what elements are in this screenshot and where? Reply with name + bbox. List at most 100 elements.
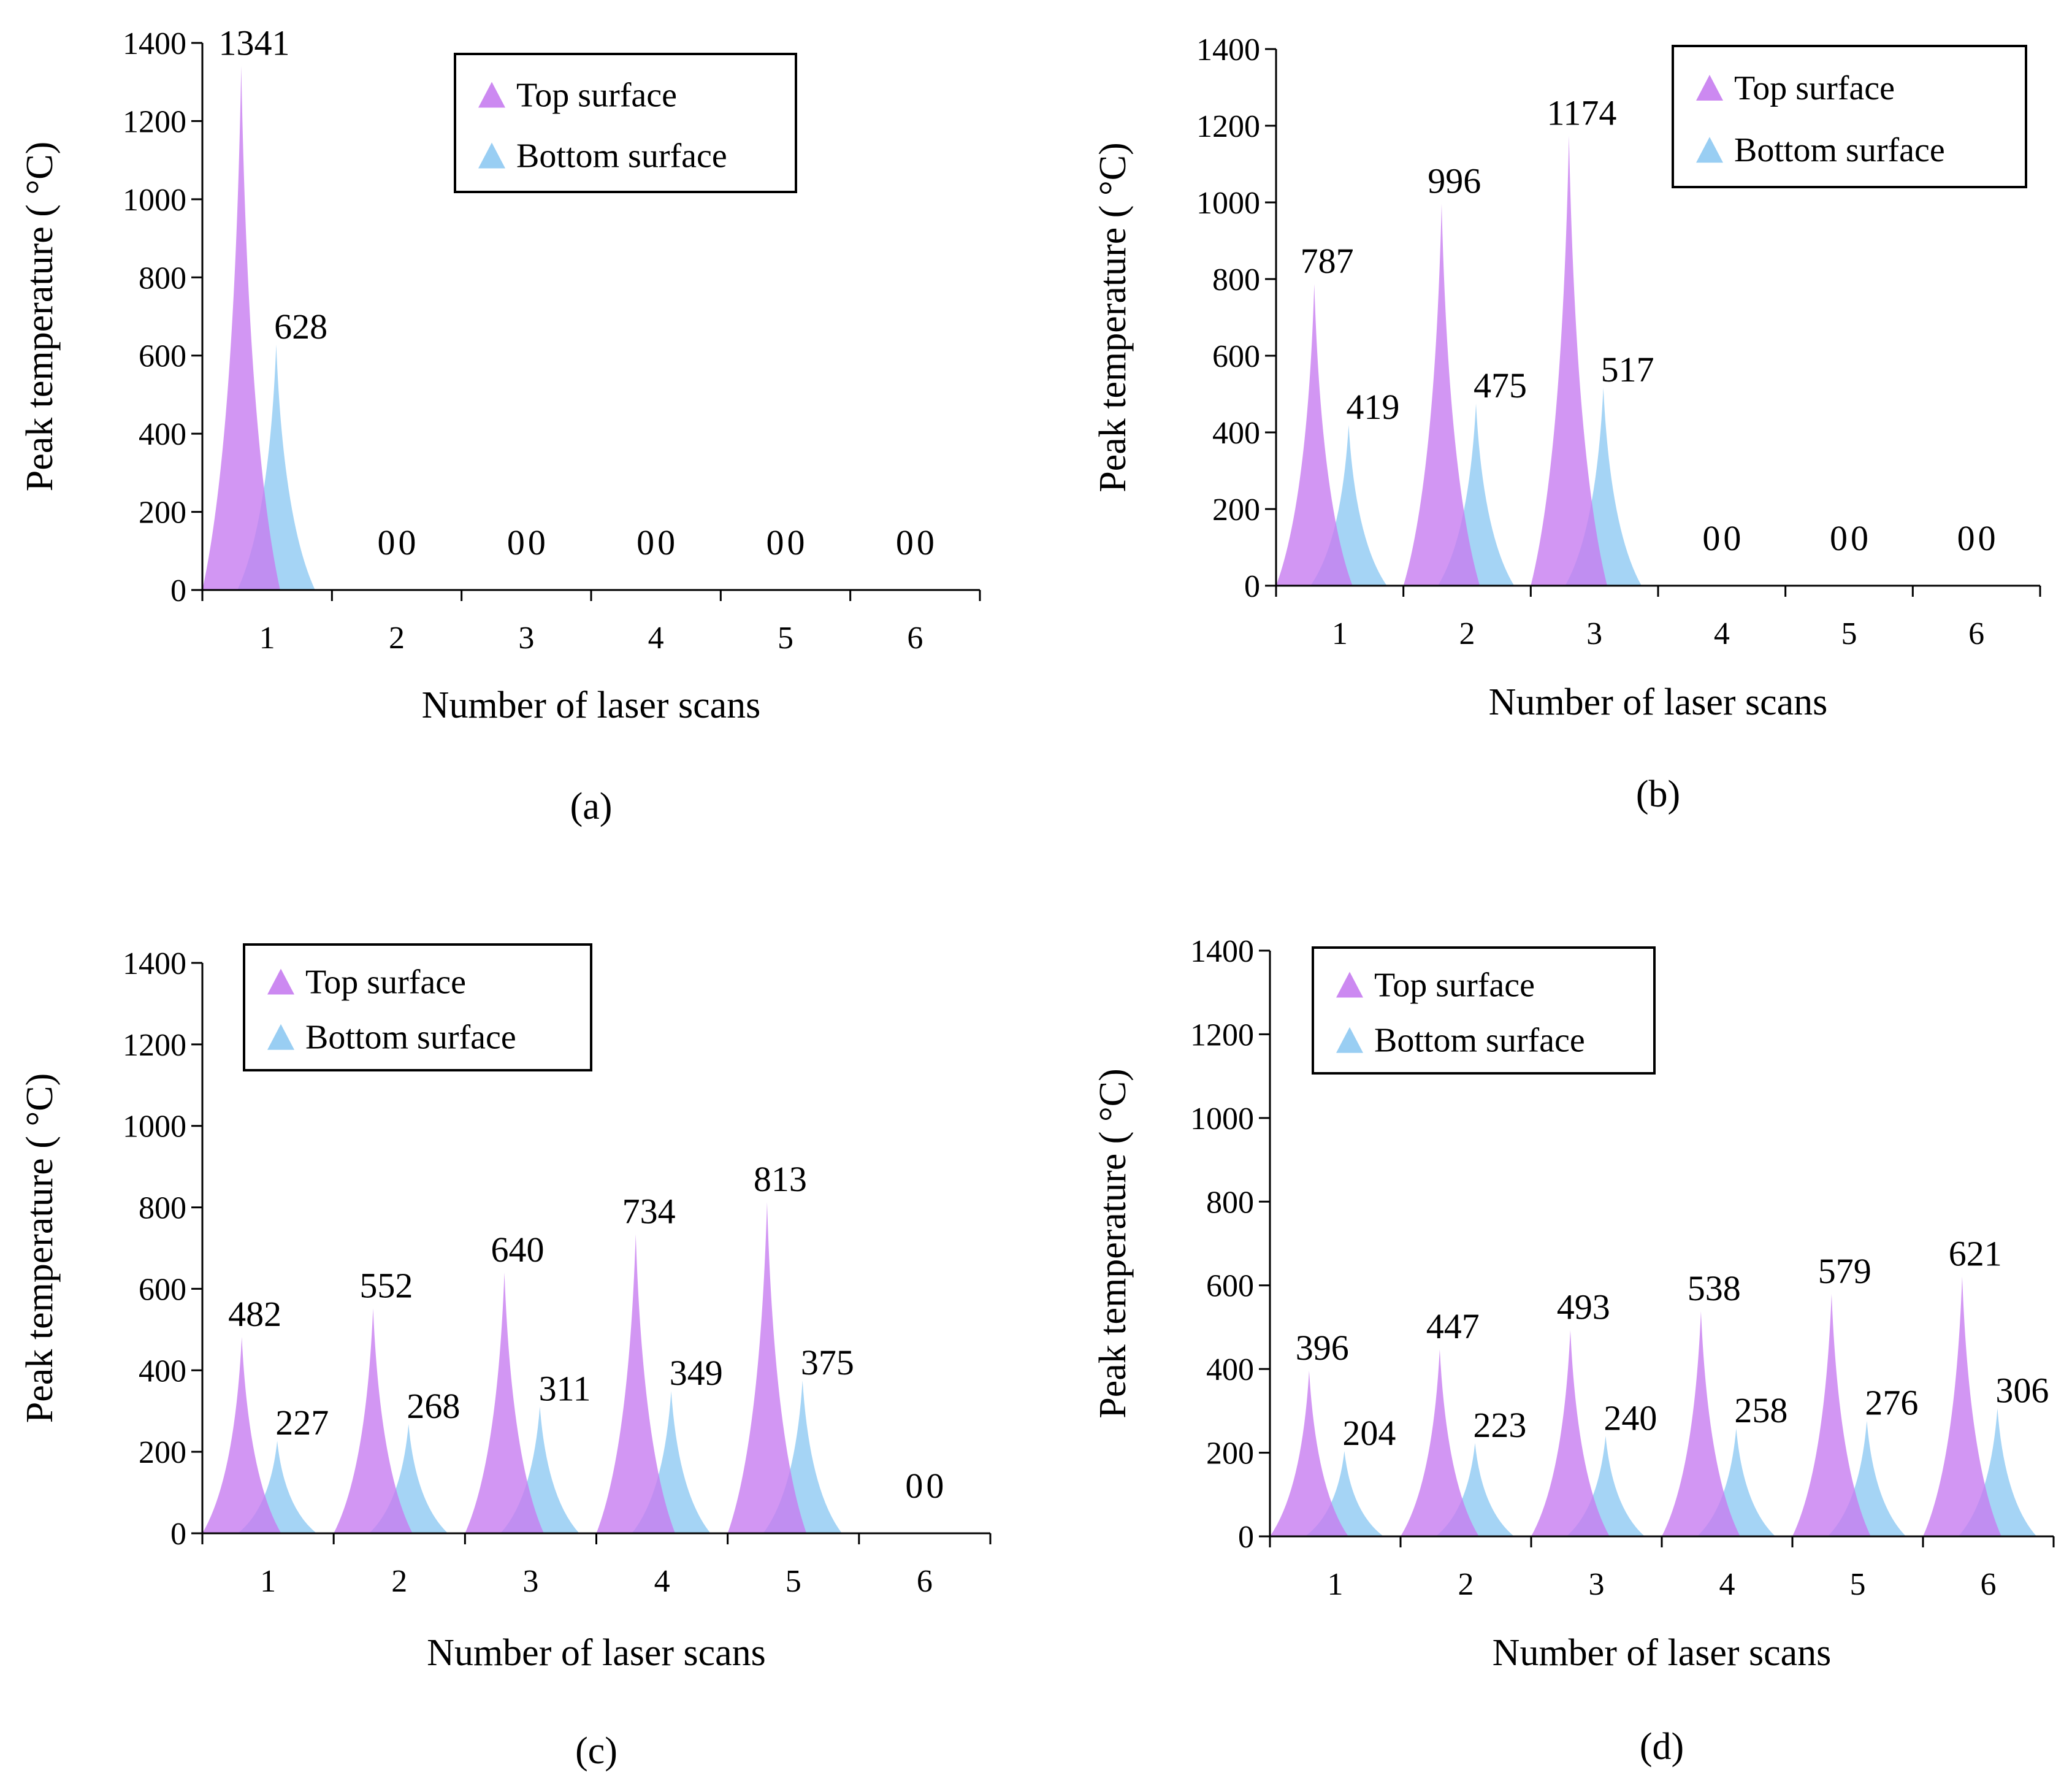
- bottom-surface-value-label: 306: [1995, 1370, 2049, 1410]
- top-surface-value-label: 0: [766, 523, 784, 562]
- top-surface-value-label: 0: [1830, 518, 1848, 558]
- top-surface-value-label: 538: [1688, 1268, 1741, 1308]
- top-surface-spike-1: [202, 66, 280, 590]
- top-surface-spike-5: [1792, 1294, 1871, 1536]
- legend-box: [243, 943, 592, 1071]
- legend-marker-bottom-surface: [1696, 137, 1723, 163]
- top-surface-value-label: 552: [359, 1265, 413, 1305]
- x-tick-label: 2: [1458, 1567, 1474, 1602]
- top-surface-value-label: 0: [1702, 518, 1720, 558]
- y-tick-label: 600: [139, 339, 186, 374]
- chart-panel-4: 0 200 400 600 800 1000 1200 1400 1 2 3 4 5 6 396 204 447…: [1092, 934, 2055, 1768]
- x-axis-title: Number of laser scans: [427, 1632, 766, 1674]
- bottom-surface-value-label: 223: [1473, 1405, 1526, 1445]
- x-tick-label: 6: [907, 621, 923, 656]
- x-tick-label: 2: [391, 1564, 407, 1599]
- top-surface-value-label: 1341: [219, 23, 290, 63]
- top-surface-value-label: 396: [1296, 1328, 1349, 1368]
- top-surface-value-label: 640: [491, 1230, 545, 1270]
- chart-panel-2: 0 200 400 600 800 1000 1200 1400 1 2 3 4 5 6 787 419 996…: [1092, 33, 2041, 815]
- top-surface-spike-1: [1276, 284, 1353, 586]
- top-surface-value-label: 621: [1949, 1233, 2002, 1273]
- y-tick-label: 800: [1206, 1185, 1254, 1220]
- y-tick-label: 1400: [1196, 33, 1260, 67]
- bottom-surface-value-label: 475: [1474, 366, 1527, 405]
- y-tick-label: 0: [170, 573, 186, 608]
- y-tick-label: 600: [139, 1272, 186, 1307]
- legend-label: Bottom surface: [1374, 1022, 1585, 1060]
- y-tick-label: 400: [139, 1354, 186, 1389]
- top-surface-spike-2: [1401, 1349, 1479, 1536]
- top-surface-value-label: 787: [1301, 241, 1354, 281]
- legend: Top surface Bottom surface: [1312, 946, 1656, 1075]
- y-tick-label: 600: [1206, 1269, 1254, 1304]
- top-surface-value-label: 447: [1426, 1306, 1480, 1346]
- y-tick-label: 1000: [1196, 186, 1260, 221]
- x-tick-label: 2: [1459, 616, 1475, 651]
- top-surface-spike-3: [1531, 136, 1607, 586]
- legend-box: [1672, 45, 2027, 188]
- legend-box: [1312, 946, 1656, 1075]
- chart-panel-3: 0 200 400 600 800 1000 1200 1400 1 2 3 4 5 6 482 227 552…: [19, 943, 992, 1772]
- x-tick-label: 5: [1841, 616, 1857, 651]
- bottom-surface-value-label: 375: [801, 1343, 854, 1382]
- x-tick-label: 5: [778, 621, 793, 656]
- x-tick-label: 4: [648, 621, 664, 656]
- legend-label: Top surface: [516, 77, 677, 115]
- y-tick-label: 400: [1212, 416, 1260, 451]
- top-surface-spike-4: [1662, 1311, 1740, 1536]
- y-tick-label: 1000: [1190, 1102, 1254, 1136]
- top-surface-spike-2: [334, 1308, 413, 1533]
- top-surface-value-label: 493: [1557, 1287, 1610, 1327]
- bottom-surface-value-label: 0: [399, 523, 416, 562]
- x-tick-label: 5: [786, 1564, 801, 1599]
- x-tick-label: 6: [917, 1564, 933, 1599]
- x-tick-label: 2: [389, 621, 405, 656]
- y-tick-label: 1200: [1196, 109, 1260, 144]
- top-surface-spike-2: [1403, 204, 1480, 586]
- y-tick-label: 400: [139, 417, 186, 452]
- y-tick-label: 1400: [1190, 934, 1254, 969]
- x-tick-label: 4: [654, 1564, 670, 1599]
- bottom-surface-value-label: 0: [917, 523, 935, 562]
- x-axis-title: Number of laser scans: [1493, 1632, 1832, 1674]
- bottom-surface-value-label: 0: [1851, 518, 1868, 558]
- y-tick-label: 0: [170, 1517, 186, 1552]
- legend-label: Top surface: [1374, 967, 1535, 1005]
- y-tick-label: 1200: [1190, 1017, 1254, 1052]
- legend-label: Bottom surface: [305, 1019, 516, 1057]
- x-tick-label: 4: [1714, 616, 1730, 651]
- bottom-surface-value-label: 0: [657, 523, 675, 562]
- y-tick-label: 200: [1206, 1436, 1254, 1471]
- top-surface-spike-4: [596, 1234, 675, 1533]
- y-tick-label: 1000: [123, 183, 186, 218]
- bottom-surface-value-label: 349: [670, 1353, 723, 1393]
- x-tick-label: 6: [1968, 616, 1984, 651]
- top-surface-value-label: 734: [622, 1191, 676, 1231]
- x-tick-label: 3: [1589, 1567, 1605, 1602]
- legend-label: Bottom surface: [516, 137, 727, 175]
- top-surface-value-label: 0: [1957, 518, 1975, 558]
- x-tick-label: 4: [1719, 1567, 1735, 1602]
- legend-marker-bottom-surface: [478, 142, 505, 169]
- y-tick-label: 200: [139, 496, 186, 531]
- top-surface-value-label: 1174: [1546, 93, 1616, 132]
- legend: Top surface Bottom surface: [243, 943, 592, 1071]
- bottom-surface-value-label: 0: [1978, 518, 1996, 558]
- bottom-surface-value-label: 258: [1734, 1390, 1787, 1430]
- y-tick-label: 800: [1212, 262, 1260, 297]
- bottom-surface-value-label: 268: [407, 1386, 460, 1426]
- y-tick-label: 1200: [123, 104, 186, 139]
- top-surface-value-label: 0: [507, 523, 525, 562]
- legend-marker-bottom-surface: [267, 1024, 294, 1050]
- y-tick-label: 1200: [123, 1028, 186, 1063]
- y-tick-label: 800: [139, 1191, 186, 1226]
- bottom-surface-value-label: 0: [787, 523, 805, 562]
- x-tick-label: 5: [1850, 1567, 1866, 1602]
- top-surface-spike-1: [202, 1336, 281, 1533]
- bottom-surface-value-label: 0: [1723, 518, 1741, 558]
- x-tick-label: 3: [522, 1564, 538, 1599]
- top-surface-spike-1: [1270, 1370, 1348, 1536]
